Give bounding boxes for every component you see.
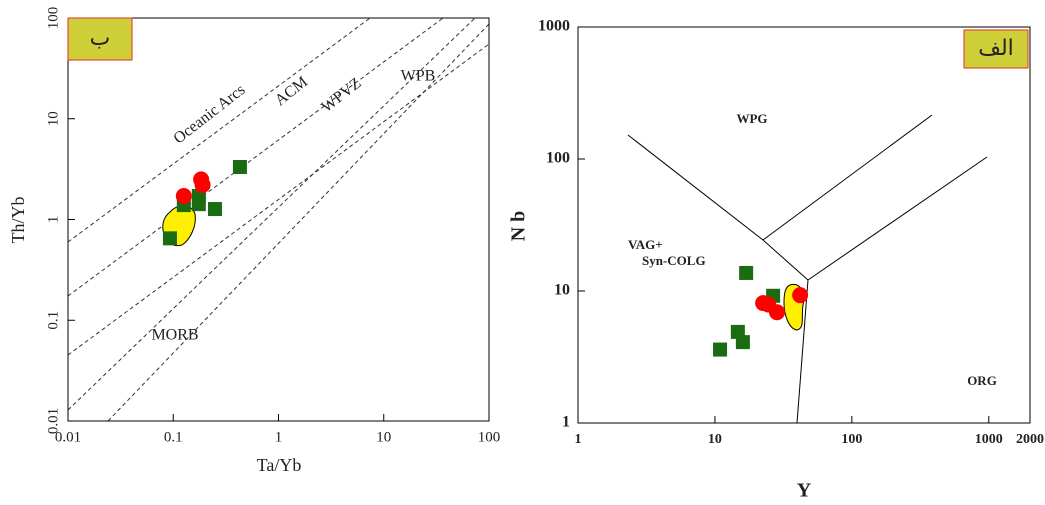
boundary	[627, 134, 764, 241]
boundary	[67, 43, 490, 356]
x-tick-label: 2000	[1016, 432, 1044, 447]
y-tick-label: 10	[45, 111, 61, 126]
point	[194, 177, 211, 194]
x-tick-label: 100	[841, 432, 862, 447]
x-axis-label: Ta/Yb	[257, 455, 302, 475]
x-tick-label: 1	[275, 429, 283, 445]
point	[162, 231, 177, 246]
y-tick-label: 1	[45, 216, 61, 224]
field-label: ORG	[967, 373, 997, 388]
field-label: WPB	[401, 68, 436, 85]
label-text: ب	[90, 26, 111, 51]
field-label: Syn-COLG	[642, 253, 706, 268]
field-label: MORB	[151, 327, 198, 344]
field-label: WPG	[736, 111, 767, 126]
y-axis-label: Th/Yb	[8, 197, 28, 244]
left-fields	[67, 17, 490, 422]
x-axis-label: Y	[797, 480, 812, 502]
plot-frame	[577, 26, 1031, 424]
point	[207, 202, 222, 217]
boundary	[762, 114, 933, 241]
point	[735, 335, 750, 350]
x-tick-label: 1	[575, 432, 582, 447]
boundary	[762, 239, 809, 281]
x-tick-label: 0.1	[164, 429, 183, 445]
x-tick-label: 100	[478, 429, 501, 445]
boundary	[796, 279, 809, 424]
y-tick-label: 1	[562, 414, 570, 431]
x-tick-label: 1000	[975, 432, 1003, 447]
field-label: ACM	[272, 73, 311, 109]
point	[175, 188, 192, 205]
boundary	[67, 17, 444, 297]
y-tick-label: 10	[554, 282, 570, 299]
point	[768, 304, 785, 321]
boundary	[67, 17, 476, 411]
y-tick-label: 1000	[538, 18, 570, 35]
label-box	[67, 17, 133, 61]
point	[713, 342, 728, 357]
label-box	[963, 29, 1029, 69]
point	[191, 197, 206, 212]
y-tick-label: 100	[546, 150, 570, 167]
x-tick-label: 10	[376, 429, 391, 445]
y-tick-label: 0.1	[45, 311, 61, 330]
x-tick-label: 10	[708, 432, 722, 447]
field-label: VAG+	[628, 237, 663, 252]
point	[792, 287, 809, 304]
y-tick-label: 100	[45, 7, 61, 30]
x-tick-label: 0.01	[55, 429, 81, 445]
point	[232, 159, 247, 174]
y-axis-label: N b	[508, 211, 530, 242]
label-text: الف	[978, 36, 1014, 61]
boundary	[107, 23, 490, 422]
point	[739, 265, 754, 280]
y-tick-label: 0.01	[45, 408, 61, 434]
right-fields	[627, 114, 988, 424]
boundary	[807, 156, 988, 281]
field-label: WPVZ	[318, 75, 364, 116]
